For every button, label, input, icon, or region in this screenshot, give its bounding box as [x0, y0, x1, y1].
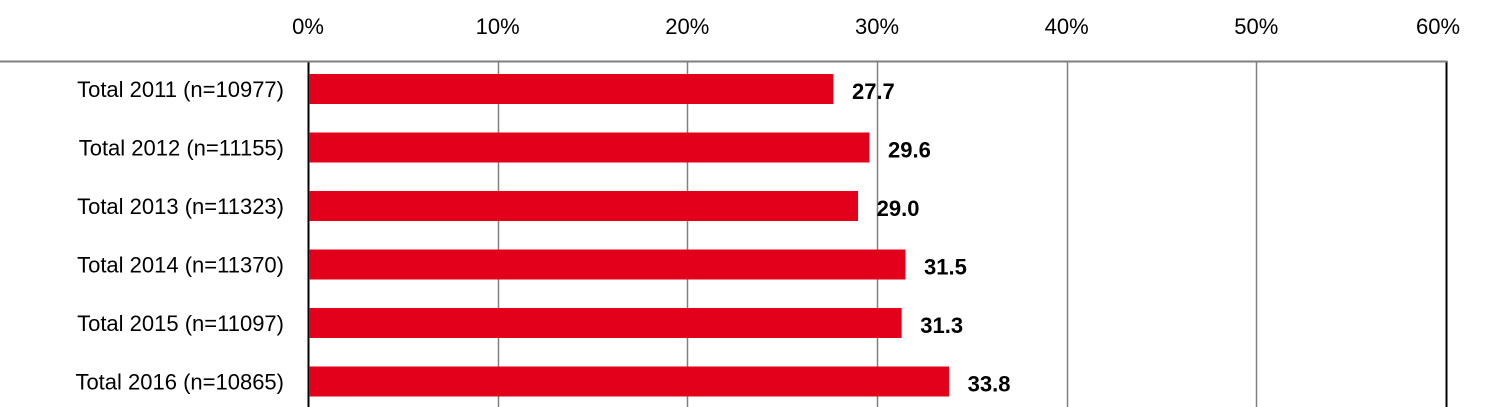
bar: [309, 74, 834, 104]
data-label: 31.5: [924, 255, 967, 280]
data-label: 29.0: [877, 196, 920, 221]
bar: [309, 308, 902, 338]
data-label: 31.3: [920, 313, 963, 338]
x-tick-label: 0%: [292, 14, 324, 39]
gridlines: [307, 61, 1448, 407]
x-axis-tick-labels: 0% 10% 20% 30% 40% 50% 60%: [292, 14, 1460, 39]
bar: [309, 249, 906, 280]
x-tick-label: 60%: [1416, 14, 1460, 39]
x-tick-label: 20%: [665, 14, 709, 39]
x-tick-label: 10%: [476, 14, 520, 39]
x-tick-label: 30%: [855, 14, 899, 39]
bars: [309, 74, 950, 397]
data-label: 33.8: [968, 372, 1011, 397]
category-label: Total 2013 (n=11323): [77, 194, 284, 219]
bar: [309, 132, 870, 163]
data-labels: 27.7 29.6 29.0 31.5 31.3 33.8: [852, 79, 1011, 397]
x-tick-label: 50%: [1234, 14, 1278, 39]
category-label: Total 2014 (n=11370): [77, 253, 284, 278]
x-tick-label: 40%: [1045, 14, 1089, 39]
data-label: 27.7: [852, 79, 895, 104]
category-label: Total 2015 (n=11097): [77, 311, 284, 336]
category-label: Total 2012 (n=11155): [79, 136, 284, 161]
data-label: 29.6: [888, 138, 931, 163]
bar: [309, 366, 950, 397]
bar: [309, 191, 859, 221]
category-labels: Total 2011 (n=10977) Total 2012 (n=11155)…: [75, 77, 284, 395]
category-label: Total 2011 (n=10977): [77, 77, 284, 102]
category-label: Total 2016 (n=10865): [75, 370, 284, 395]
